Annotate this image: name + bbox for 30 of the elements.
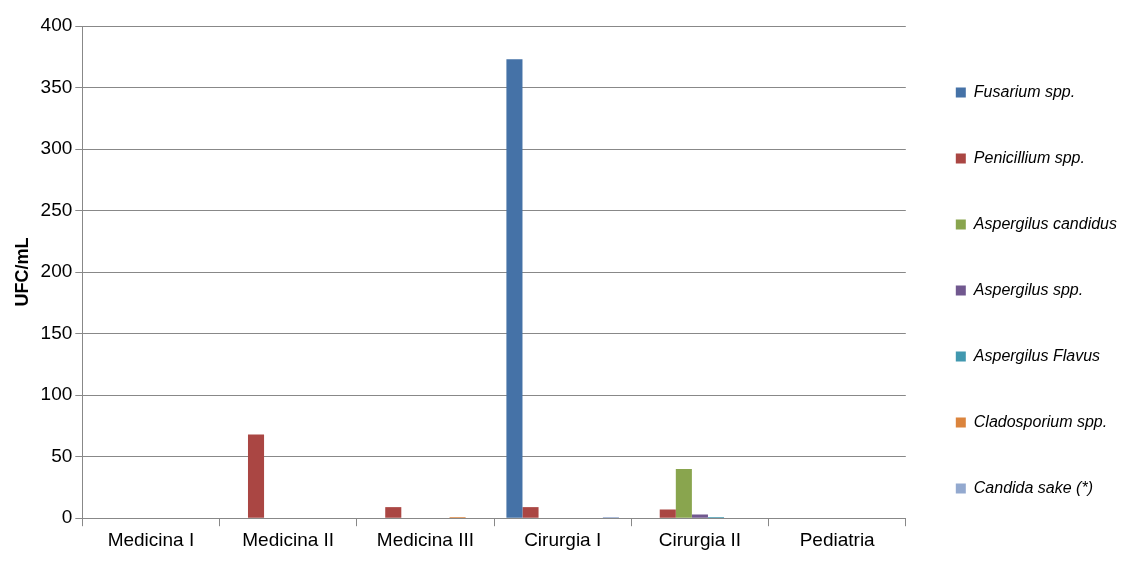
y-axis-title: UFC/mL: [11, 237, 32, 307]
legend-label: Candida sake (*): [973, 478, 1093, 496]
x-tick-label: Pediatria: [799, 528, 876, 550]
y-tick-label: 250: [40, 198, 73, 220]
y-tick-label: 50: [51, 444, 73, 466]
legend-label: Aspergilus Flavus: [972, 346, 1101, 364]
y-tick-label: 400: [40, 14, 73, 36]
legend-label: Cladosporium spp.: [973, 412, 1108, 430]
x-tick-label: Medicina III: [376, 528, 475, 550]
bar: [506, 59, 523, 518]
bar: [522, 507, 539, 518]
y-tick-label: 0: [61, 506, 73, 528]
y-tick-label: 350: [40, 75, 73, 97]
y-tick-label: 200: [40, 260, 73, 282]
x-tick-label: Cirurgia II: [658, 528, 742, 550]
legend-label: Fusarium spp.: [973, 82, 1076, 100]
x-tick-label: Medicina II: [242, 528, 335, 550]
x-tick-label: Cirurgia I: [524, 528, 602, 550]
y-tick-label: 300: [40, 137, 73, 159]
bar: [385, 507, 402, 518]
bar: [675, 468, 692, 518]
bar: [247, 434, 265, 518]
y-tick-label: 100: [40, 383, 73, 405]
y-tick-label: 150: [40, 321, 73, 343]
legend-label: Aspergilus spp.: [972, 280, 1084, 298]
legend-label: Penicillium spp.: [973, 148, 1085, 166]
bar: [659, 509, 676, 518]
legend-label: Aspergilus candidus: [972, 214, 1118, 232]
bar: [691, 514, 708, 518]
x-tick-label: Medicina I: [107, 528, 195, 550]
